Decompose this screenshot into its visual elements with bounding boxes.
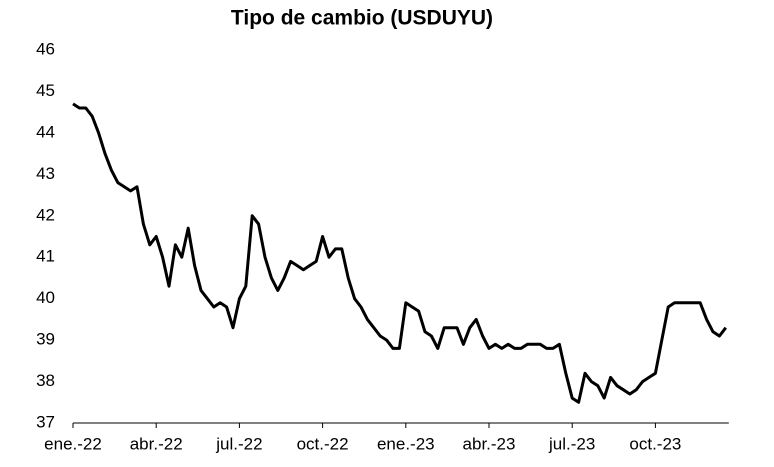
y-tick-label: 43 [36,164,55,183]
x-tick-label: oct.-23 [629,434,681,453]
y-tick-label: 46 [36,39,55,58]
x-tick-label: ene.-22 [44,434,102,453]
y-tick-label: 45 [36,81,55,100]
y-tick-label: 39 [36,330,55,349]
x-tick-label: jul.-23 [548,434,595,453]
x-tick-label: abr.-22 [130,434,183,453]
y-tick-label: 42 [36,205,55,224]
x-tick-label: abr.-23 [463,434,516,453]
x-tick-label: ene.-23 [377,434,435,453]
x-tick-label: oct.-22 [297,434,349,453]
x-tick-label: jul.-22 [215,434,262,453]
y-tick-label: 41 [36,247,55,266]
y-tick-label: 37 [36,412,55,431]
y-tick-label: 44 [36,122,55,141]
y-tick-label: 38 [36,371,55,390]
y-tick-label: 40 [36,288,55,307]
chart-title: Tipo de cambio (USDUYU) [231,7,493,30]
data-line [72,102,727,404]
